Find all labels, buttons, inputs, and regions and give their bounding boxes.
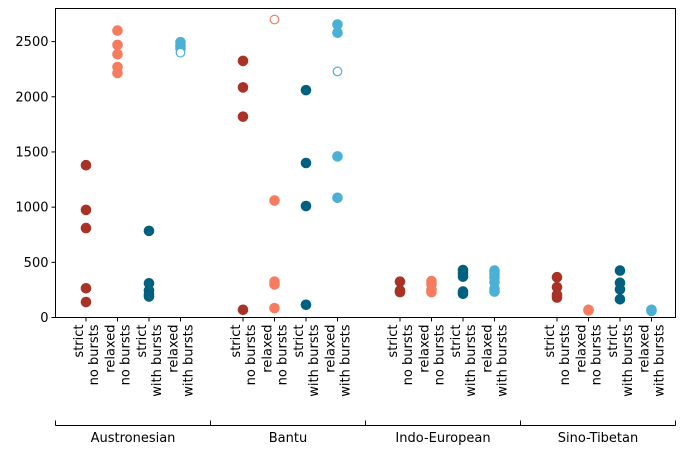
data-point (269, 195, 280, 206)
data-point (269, 302, 280, 314)
x-tick-label: relaxed (575, 325, 590, 373)
data-point (237, 82, 249, 93)
data-point (80, 204, 92, 216)
data-point (80, 296, 92, 308)
x-tick-label: with bursts (621, 324, 636, 396)
data-point (143, 277, 155, 289)
data-point (300, 157, 312, 169)
data-point (457, 264, 469, 276)
data-point-hollow (269, 14, 280, 25)
x-tick-label: with bursts (182, 324, 197, 396)
x-axis: strict no bursts relaxed no bursts strict wit… (72, 317, 668, 397)
x-tick-label: relaxed (418, 325, 433, 373)
data-point (80, 222, 92, 234)
x-tick-label: with bursts (307, 324, 322, 396)
x-tick-label: with bursts (496, 324, 511, 396)
y-tick-label: 500 (24, 256, 49, 271)
x-tick-label: no bursts (276, 324, 291, 385)
data-point (426, 275, 437, 287)
data-point (614, 293, 626, 305)
data-point (237, 55, 249, 67)
x-tick-label: strict (386, 325, 401, 358)
x-tick-label: with bursts (464, 324, 479, 396)
plot-frame (55, 8, 676, 318)
data-point (237, 111, 249, 122)
data-point (112, 48, 123, 60)
x-tick-label: relaxed (638, 325, 653, 373)
x-tick-label: relaxed (104, 325, 119, 373)
data-point (457, 286, 469, 297)
data-points (80, 14, 657, 317)
data-point (269, 276, 280, 287)
group-label: Sino-Tibetan (558, 431, 639, 446)
x-tick-label: no bursts (244, 324, 259, 385)
data-point (583, 304, 594, 316)
x-tick-label: no bursts (433, 324, 448, 385)
y-tick-label: 2500 (15, 35, 48, 50)
data-point-hollow (332, 66, 343, 77)
x-tick-label: with bursts (653, 324, 668, 396)
y-axis: 0 500 1000 1500 2000 2500 (15, 35, 56, 326)
data-point (175, 36, 186, 48)
x-tick-label: with bursts (339, 324, 354, 396)
data-point (112, 61, 123, 73)
data-point (112, 25, 123, 36)
x-tick-label: strict (72, 325, 87, 358)
group-label: Austronesian (91, 431, 176, 446)
x-tick-label: no bursts (558, 324, 573, 385)
x-tick-label: relaxed (324, 325, 339, 373)
x-tick-label: no bursts (401, 324, 416, 385)
data-point (394, 285, 406, 296)
data-point (112, 39, 123, 51)
data-point (143, 225, 155, 237)
group-axis: Austronesian Bantu Indo-European Sino-Tibet… (55, 420, 676, 446)
x-tick-label: strict (449, 325, 464, 358)
x-tick-label: with bursts (150, 324, 165, 396)
data-point (80, 282, 92, 294)
data-point (237, 304, 249, 316)
data-point (646, 304, 657, 316)
data-point (80, 159, 92, 171)
data-point (551, 271, 563, 283)
data-point (332, 19, 343, 30)
x-tick-label: no bursts (87, 324, 102, 385)
y-tick-label: 2000 (15, 90, 48, 105)
data-point (300, 84, 312, 96)
data-point (614, 265, 626, 276)
x-tick-label: relaxed (167, 325, 182, 373)
x-tick-label: relaxed (261, 325, 276, 373)
x-tick-label: no bursts (590, 324, 605, 385)
x-tick-label: strict (135, 325, 150, 358)
data-point (551, 281, 563, 293)
data-point-hollow (175, 47, 186, 58)
x-tick-label: strict (292, 325, 307, 358)
y-tick-label: 0 (40, 311, 48, 326)
x-tick-label: relaxed (481, 325, 496, 373)
data-point (614, 277, 626, 289)
x-tick-label: no bursts (119, 324, 134, 385)
data-point (489, 265, 500, 276)
y-tick-label: 1500 (15, 145, 48, 160)
x-tick-label: strict (606, 325, 621, 358)
y-tick-label: 1000 (15, 201, 48, 216)
data-point (332, 151, 343, 162)
data-point (394, 276, 406, 287)
x-tick-label: strict (229, 325, 244, 358)
data-point (300, 200, 312, 212)
data-point (332, 192, 343, 204)
group-label: Bantu (269, 431, 307, 446)
data-point (300, 299, 312, 311)
x-tick-label: strict (543, 325, 558, 358)
group-label: Indo-European (395, 431, 490, 446)
